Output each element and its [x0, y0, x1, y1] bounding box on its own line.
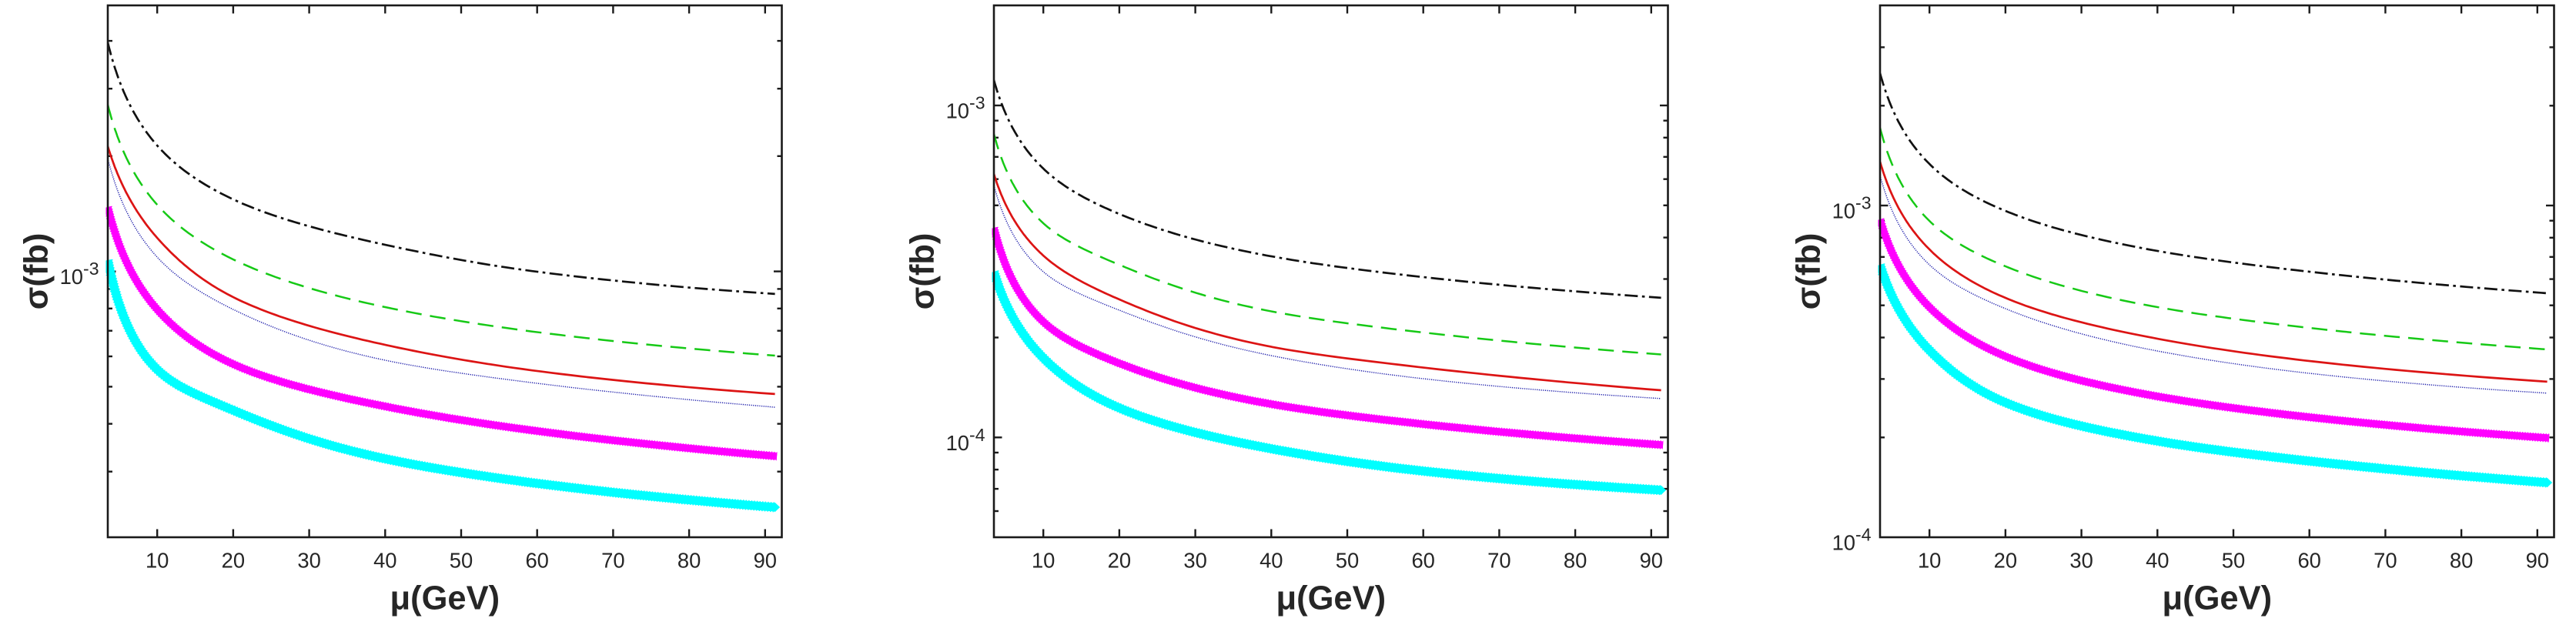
svg-text:60: 60: [525, 549, 548, 573]
svg-text:50: 50: [1336, 549, 1359, 573]
svg-text:40: 40: [373, 549, 396, 573]
svg-text:σ(fb): σ(fb): [1791, 233, 1828, 310]
svg-text:60: 60: [2297, 549, 2320, 573]
svg-text:40: 40: [1260, 549, 1283, 573]
svg-text:σ(fb): σ(fb): [18, 233, 55, 310]
svg-text:10: 10: [1032, 549, 1055, 573]
svg-text:10: 10: [1918, 549, 1941, 573]
svg-text:20: 20: [1108, 549, 1131, 573]
svg-text:20: 20: [222, 549, 245, 573]
svg-text:30: 30: [1183, 549, 1206, 573]
svg-text:80: 80: [1564, 549, 1587, 573]
svg-text:70: 70: [2374, 549, 2397, 573]
svg-text:40: 40: [2146, 549, 2169, 573]
svg-text:90: 90: [2526, 549, 2549, 573]
svg-text:90: 90: [1640, 549, 1663, 573]
svg-text:30: 30: [2069, 549, 2093, 573]
svg-text:10: 10: [146, 549, 169, 573]
svg-text:μ(GeV): μ(GeV): [2162, 580, 2272, 617]
svg-text:σ(fb): σ(fb): [905, 233, 942, 310]
svg-text:70: 70: [1487, 549, 1510, 573]
svg-text:μ(GeV): μ(GeV): [390, 580, 500, 617]
svg-text:μ(GeV): μ(GeV): [1276, 580, 1386, 617]
svg-text:50: 50: [450, 549, 473, 573]
svg-text:80: 80: [677, 549, 701, 573]
svg-text:90: 90: [754, 549, 777, 573]
svg-text:30: 30: [297, 549, 320, 573]
svg-text:60: 60: [1411, 549, 1434, 573]
svg-text:70: 70: [601, 549, 624, 573]
svg-text:20: 20: [1994, 549, 2017, 573]
svg-text:80: 80: [2450, 549, 2473, 573]
svg-text:50: 50: [2222, 549, 2245, 573]
